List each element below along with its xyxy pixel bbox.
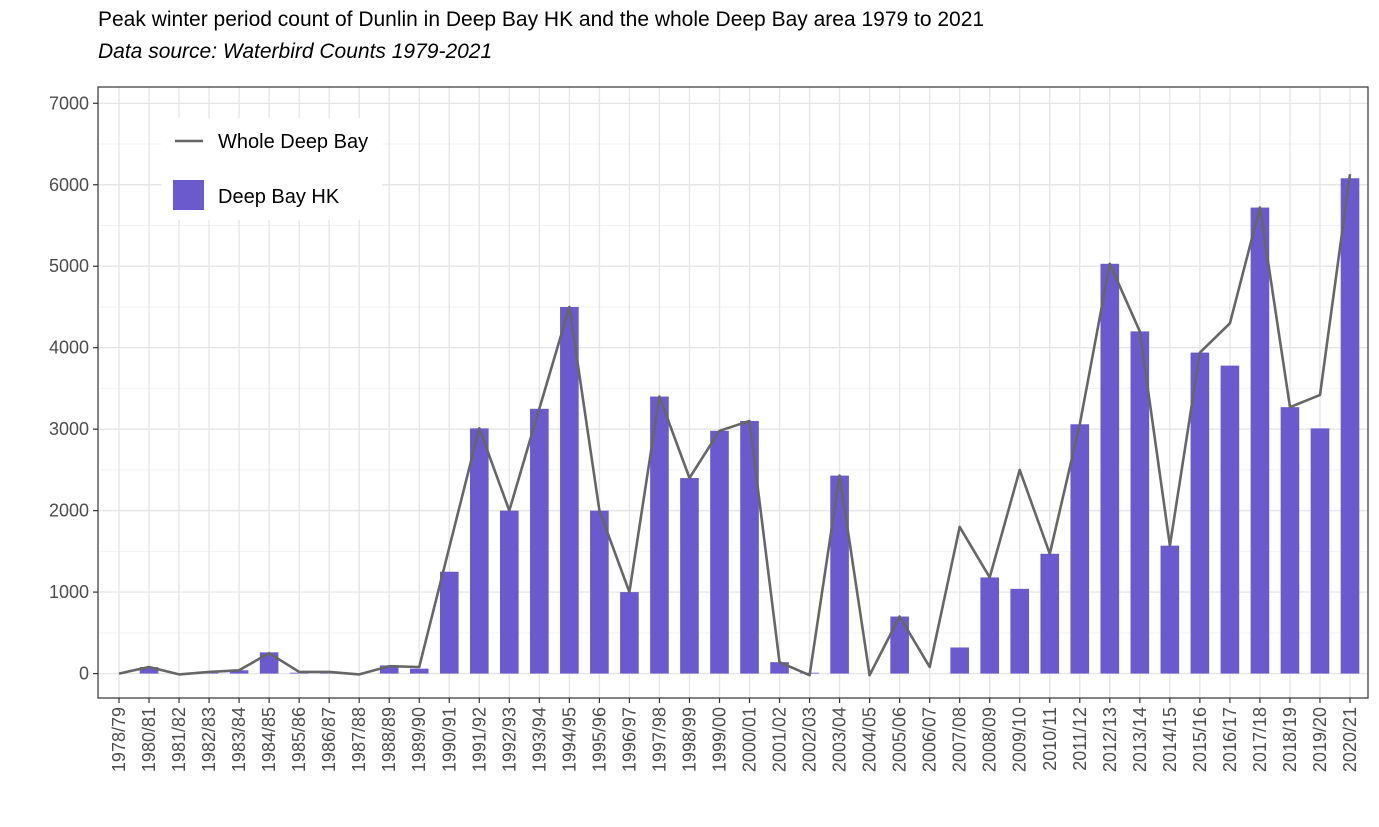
legend-key-deep-bay-hk [173,180,204,210]
bar-deep-bay-hk [229,670,249,674]
panel-border [97,86,1369,699]
x-tick-label: 2018/19 [1280,707,1300,772]
x-tick-label: 1980/81 [139,707,159,772]
y-tick-label: 5000 [49,256,89,276]
x-tick-label: 2008/09 [980,707,1000,772]
x-tick-label: 1995/96 [589,707,609,772]
x-tick-label: 1986/87 [319,707,339,772]
bar-deep-bay-hk [1190,352,1210,674]
x-tick-label: 1984/85 [259,707,279,772]
x-tick-label: 1997/98 [649,707,669,772]
y-tick-label: 3000 [49,419,89,439]
bar-deep-bay-hk [500,510,519,674]
bar-deep-bay-hk [379,665,399,674]
x-tick-label: 1983/84 [229,707,249,772]
bar-deep-bay-hk [439,571,459,674]
bar-deep-bay-hk [680,478,699,674]
bar-deep-bay-hk [1280,407,1300,674]
bar-deep-bay-hk [980,577,1000,674]
bar-deep-bay-hk [139,667,159,674]
bar-deep-bay-hk [1100,263,1120,674]
x-tick-label: 2010/11 [1040,707,1060,771]
bar-deep-bay-hk [1010,588,1030,674]
y-tick-label: 7000 [49,93,89,113]
x-tick-label: 1991/92 [469,707,489,772]
x-tick-label: 1985/86 [289,707,309,772]
x-tick-label: 2002/03 [800,707,820,772]
x-tick-label: 2007/08 [950,707,970,772]
x-tick-label: 2019/20 [1310,707,1330,772]
y-tick-label: 1000 [49,582,89,602]
x-tick-label: 2017/18 [1250,707,1270,772]
x-tick-label: 1990/91 [439,707,459,772]
x-tick-label: 2000/01 [740,707,760,772]
x-tick-label: 2013/14 [1130,707,1150,772]
x-axis: 1978/79 1980/81 1981/82 1982/83 1983/84 1984/… [109,698,1360,772]
x-tick-label: 1992/93 [499,707,519,772]
legend-label-whole-deep-bay: Whole Deep Bay [218,131,368,153]
bar-deep-bay-hk [710,430,729,674]
x-tick-label: 1981/82 [169,707,189,772]
bar-deep-bay-hk [1040,553,1060,674]
bar-deep-bay-hk [469,428,489,674]
bar-deep-bay-hk [1220,365,1240,674]
x-tick-label: 2003/04 [830,707,850,772]
line-whole-deep-bay [118,174,1352,677]
whole-deep-bay-line-layer [118,174,1352,677]
x-tick-label: 2016/17 [1220,707,1240,772]
y-tick-label: 6000 [49,175,89,195]
y-tick-label: 2000 [49,501,89,521]
bar-deep-bay-hk [740,421,759,674]
legend-label-deep-bay-hk: Deep Bay HK [218,186,340,208]
x-tick-label: 1978/79 [109,707,129,772]
bar-deep-bay-hk [830,475,849,674]
bar-deep-bay-hk [1160,545,1180,674]
x-tick-label: 2011/12 [1070,707,1090,771]
bar-deep-bay-hk [590,510,609,674]
deep-bay-hk-bars [139,178,1360,674]
bar-deep-bay-hk [530,408,549,674]
chart-subtitle: Data source: Waterbird Counts 1979-2021 [98,40,493,63]
x-tick-label: 2020/21 [1340,707,1360,772]
x-tick-label: 1998/99 [680,707,700,772]
x-tick-label: 1999/00 [710,707,730,772]
bar-deep-bay-hk [1070,424,1090,674]
bar-deep-bay-hk [950,647,969,674]
x-tick-label: 1988/89 [379,707,399,772]
y-tick-label: 0 [79,664,89,684]
x-tick-label: 2012/13 [1100,707,1120,772]
x-tick-label: 2001/02 [770,707,790,772]
x-tick-label: 2005/06 [890,707,910,772]
x-tick-label: 2015/16 [1190,707,1210,772]
x-tick-label: 2004/05 [860,707,880,772]
chart-title: Peak winter period count of Dunlin in De… [98,8,985,31]
bar-deep-bay-hk [259,652,279,674]
x-tick-label: 1994/95 [559,707,579,772]
bar-deep-bay-hk [890,616,909,674]
x-tick-label: 1987/88 [349,707,369,772]
bar-deep-bay-hk [409,668,429,674]
bar-deep-bay-hk [1250,207,1270,674]
x-tick-label: 1989/90 [409,707,429,772]
bar-deep-bay-hk [1340,178,1360,674]
x-tick-label: 1993/94 [529,707,549,772]
x-tick-label: 2009/10 [1010,707,1030,772]
minor-gridlines [98,143,1368,634]
bar-deep-bay-hk [560,306,579,674]
x-tick-label: 2014/15 [1160,707,1180,772]
y-tick-label: 4000 [49,338,89,358]
bar-deep-bay-hk [1310,428,1330,674]
bar-deep-bay-hk [770,662,789,674]
x-tick-label: 1982/83 [199,707,219,772]
bar-deep-bay-hk [650,396,669,674]
x-tick-label: 1996/97 [619,707,639,772]
bar-deep-bay-hk [620,592,639,674]
y-axis: 0 1000 2000 3000 4000 5000 6000 7000 [49,93,98,684]
legend: Whole Deep Bay Deep Bay HK [162,118,382,220]
bar-deep-bay-hk [1130,331,1150,674]
x-tick-label: 2006/07 [920,707,940,772]
